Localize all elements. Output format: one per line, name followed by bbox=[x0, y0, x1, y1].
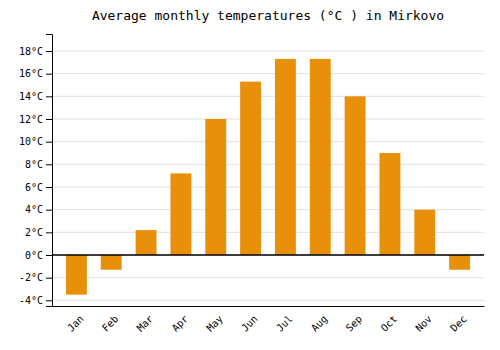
grid-line bbox=[52, 73, 484, 74]
y-tick: 10°C bbox=[19, 136, 52, 147]
x-tick: Mar bbox=[135, 313, 156, 334]
bar bbox=[240, 82, 261, 255]
x-tick-label: May bbox=[204, 313, 225, 334]
y-axis-line bbox=[46, 35, 53, 307]
x-tick-label: Feb bbox=[100, 313, 121, 334]
grid-line bbox=[52, 141, 484, 142]
y-tick: 6°C bbox=[25, 182, 52, 193]
y-tick-mark bbox=[46, 142, 52, 143]
x-tick: May bbox=[204, 313, 225, 334]
bar bbox=[275, 59, 296, 255]
bar bbox=[66, 255, 87, 295]
x-tick: Jan bbox=[65, 313, 86, 334]
bar bbox=[379, 153, 400, 255]
y-tick-label: 12°C bbox=[19, 114, 43, 125]
y-tick-label: 4°C bbox=[25, 204, 43, 215]
x-tick-label: Oct bbox=[379, 313, 400, 334]
y-tick-mark bbox=[46, 96, 52, 97]
y-tick-mark bbox=[46, 187, 52, 188]
y-tick: 4°C bbox=[25, 204, 52, 215]
x-tick: Oct bbox=[379, 313, 400, 334]
y-tick-label: 10°C bbox=[19, 136, 43, 147]
bar bbox=[310, 59, 331, 255]
y-tick-label: 14°C bbox=[19, 91, 43, 102]
y-tick: -2°C bbox=[19, 272, 52, 283]
y-tick-label: -4°C bbox=[19, 295, 43, 306]
y-tick-mark bbox=[46, 164, 52, 165]
x-tick: Sep bbox=[344, 313, 365, 334]
y-tick-label: 16°C bbox=[19, 68, 43, 79]
x-tick: Feb bbox=[100, 313, 121, 334]
x-tick: Jul bbox=[274, 313, 295, 334]
bar bbox=[449, 255, 470, 270]
y-tick: -4°C bbox=[19, 295, 52, 306]
y-axis: -4°C -2°C 0°C 2°C 4°C 6°C 8°C 10°C 12°C 14°C 16°C 1… bbox=[19, 35, 53, 307]
x-tick-label: Jul bbox=[274, 313, 295, 334]
y-tick-mark bbox=[46, 300, 52, 301]
y-tick-mark bbox=[46, 210, 52, 211]
x-tick-label: Jun bbox=[239, 313, 260, 334]
chart: -4°C -2°C 0°C 2°C 4°C 6°C 8°C 10°C 12°C 14°C 16°C 1… bbox=[0, 0, 500, 350]
y-tick-mark bbox=[46, 232, 52, 233]
x-tick-label: Dec bbox=[448, 313, 469, 334]
x-tick-label: Apr bbox=[170, 313, 191, 334]
plot: -4°C -2°C 0°C 2°C 4°C 6°C 8°C 10°C 12°C 14°C 16°C 1… bbox=[19, 35, 485, 334]
x-axis: Jan Feb Mar Apr May Jun Jul Aug Sep Oct Nov Dec bbox=[53, 307, 485, 334]
grid-line bbox=[52, 300, 484, 301]
y-tick-label: 18°C bbox=[19, 46, 43, 57]
y-tick-label: 8°C bbox=[25, 159, 43, 170]
grid-line bbox=[52, 255, 484, 256]
x-tick: Apr bbox=[170, 313, 191, 334]
y-tick: 2°C bbox=[25, 227, 52, 238]
bar bbox=[101, 255, 122, 270]
y-tick-label: -2°C bbox=[19, 272, 43, 283]
bar bbox=[414, 210, 435, 255]
y-tick-mark bbox=[46, 255, 52, 256]
bars bbox=[66, 59, 470, 295]
grid-line bbox=[52, 277, 484, 278]
bar bbox=[345, 96, 366, 255]
x-tick: Aug bbox=[309, 313, 330, 334]
y-tick-label: 0°C bbox=[25, 250, 43, 261]
y-tick: 14°C bbox=[19, 91, 52, 102]
y-tick-mark bbox=[46, 119, 52, 120]
x-tick: Jun bbox=[239, 313, 260, 334]
bar bbox=[170, 173, 191, 255]
grid bbox=[52, 51, 484, 300]
y-tick-mark bbox=[46, 51, 52, 52]
x-tick-label: Aug bbox=[309, 313, 330, 334]
grid-line bbox=[52, 96, 484, 97]
bar bbox=[136, 230, 157, 255]
x-tick-label: Mar bbox=[135, 313, 156, 334]
x-tick-label: Sep bbox=[344, 313, 365, 334]
y-tick: 18°C bbox=[19, 46, 52, 57]
x-tick-label: Jan bbox=[65, 313, 86, 334]
grid-line bbox=[52, 187, 484, 188]
grid-line bbox=[52, 119, 484, 120]
y-tick: 8°C bbox=[25, 159, 52, 170]
x-tick: Nov bbox=[413, 313, 434, 334]
grid-line bbox=[52, 51, 484, 52]
y-tick: 16°C bbox=[19, 68, 52, 79]
x-tick-label: Nov bbox=[413, 313, 434, 334]
y-tick-mark bbox=[46, 278, 52, 279]
zero-line bbox=[52, 254, 484, 256]
y-tick: 12°C bbox=[19, 114, 52, 125]
x-axis-line bbox=[53, 306, 485, 307]
title: Average monthly temperatures (°C ) in Mi… bbox=[92, 8, 444, 23]
y-tick-mark bbox=[46, 74, 52, 75]
y-tick-label: 2°C bbox=[25, 227, 43, 238]
x-tick: Dec bbox=[448, 313, 469, 334]
y-tick-label: 6°C bbox=[25, 182, 43, 193]
bar bbox=[205, 119, 226, 255]
y-tick: 0°C bbox=[25, 250, 52, 261]
grid-line bbox=[52, 164, 484, 165]
